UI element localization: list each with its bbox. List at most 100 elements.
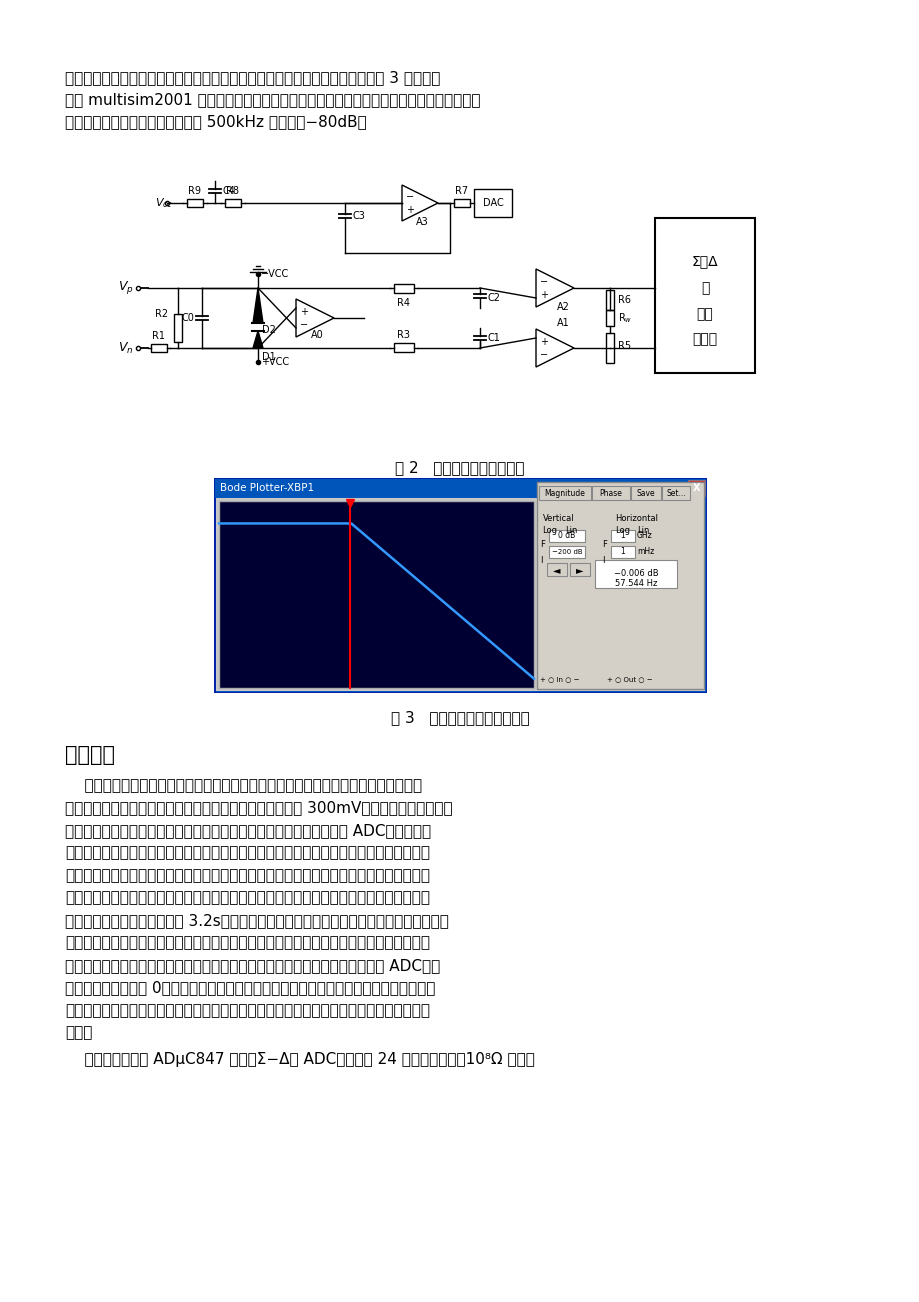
Text: +: + <box>539 337 548 348</box>
Text: I: I <box>539 556 542 565</box>
Text: GHz: GHz <box>636 531 652 540</box>
Text: X: X <box>693 483 700 493</box>
Text: R4: R4 <box>397 297 410 307</box>
Text: 57.544 Hz: 57.544 Hz <box>614 579 656 589</box>
Text: Log: Log <box>541 526 556 535</box>
Text: 本设计中利用了 ADμC847 中集成Σ−Δ型 ADC，它具有 24 位的高分辨率、10⁸Ω 的输入: 本设计中利用了 ADμC847 中集成Σ−Δ型 ADC，它具有 24 位的高分辨… <box>65 1052 534 1068</box>
Bar <box>549 530 584 542</box>
Text: Horizontal: Horizontal <box>615 514 658 523</box>
Text: +: + <box>539 290 548 299</box>
Text: 心电测量中，电极与人体皮肤表面接触形成的半电池会产生极化电压，它缓慢变化，: 心电测量中，电极与人体皮肤表面接触形成的半电池会产生极化电压，它缓慢变化， <box>65 779 422 793</box>
Bar <box>224 199 241 207</box>
Text: 理论上其共模增益为 0，即共模抑制比为无穷大。而采用了传统的前置放大电路后，由于将: 理论上其共模增益为 0，即共模抑制比为无穷大。而采用了传统的前置放大电路后，由于… <box>65 980 435 996</box>
Bar <box>610 546 634 559</box>
Text: A2: A2 <box>556 302 569 312</box>
Text: −: − <box>405 191 414 202</box>
Text: $V_n$: $V_n$ <box>118 340 133 355</box>
Text: F: F <box>601 540 607 549</box>
Bar <box>630 486 660 500</box>
Bar <box>570 562 589 575</box>
Text: −VCC: −VCC <box>261 270 289 279</box>
Bar <box>187 199 203 207</box>
Bar <box>216 497 704 691</box>
Bar <box>654 217 754 372</box>
Text: 双端信号转换成了单端信号，电路的共模抑制比下降了，而且还受到后级仪用放大器性能的: 双端信号转换成了单端信号，电路的共模抑制比下降了，而且还受到后级仪用放大器性能的 <box>65 1003 429 1018</box>
Text: 0 dB: 0 dB <box>558 531 575 540</box>
Bar <box>215 479 705 497</box>
Text: −: − <box>539 350 548 359</box>
Bar <box>662 486 689 500</box>
Polygon shape <box>253 288 263 323</box>
Bar <box>393 284 414 293</box>
Text: 1: 1 <box>620 548 625 556</box>
Text: R1: R1 <box>153 331 165 341</box>
Text: A0: A0 <box>311 329 323 340</box>
Text: R6: R6 <box>618 296 630 305</box>
Text: 模数: 模数 <box>696 307 712 322</box>
Text: Save: Save <box>636 488 654 497</box>
Bar <box>537 482 703 689</box>
Text: Set...: Set... <box>665 488 685 497</box>
Text: A1: A1 <box>556 318 569 328</box>
Text: R3: R3 <box>397 331 410 341</box>
Bar <box>473 189 512 217</box>
Text: Log: Log <box>614 526 630 535</box>
Polygon shape <box>253 331 263 348</box>
Text: ◄: ◄ <box>552 565 561 575</box>
Text: R5: R5 <box>618 341 630 352</box>
Text: R9: R9 <box>188 186 201 197</box>
Bar <box>549 546 584 559</box>
Text: $V_{cc}$: $V_{cc}$ <box>154 197 173 210</box>
Text: A3: A3 <box>415 217 428 227</box>
Bar <box>547 562 566 575</box>
Text: Phase: Phase <box>599 488 622 497</box>
Text: mHz: mHz <box>636 548 653 556</box>
Text: 的启停）或导联切换时，很容易会出现堵塞现象，这使得放大器需要很长时间才能使基线恢: 的启停）或导联切换时，很容易会出现堵塞现象，这使得放大器需要很长时间才能使基线恢 <box>65 936 429 950</box>
Text: C1: C1 <box>487 333 500 342</box>
Text: $V_p$: $V_p$ <box>118 280 133 297</box>
Text: R8: R8 <box>226 186 239 197</box>
Text: +: + <box>300 307 308 316</box>
Text: Vertical: Vertical <box>542 514 574 523</box>
Bar <box>219 501 533 687</box>
Bar <box>151 344 166 352</box>
Text: F: F <box>539 540 544 549</box>
Text: 止由于阻容元件的不匹配造成共模干扰转变为差模干扰，以提高共模抑制比。图 3 是用仿真: 止由于阻容元件的不匹配造成共模干扰转变为差模干扰，以提高共模抑制比。图 3 是用… <box>65 70 440 85</box>
Bar <box>606 290 613 310</box>
Text: Bode Plotter-XBP1: Bode Plotter-XBP1 <box>220 483 313 493</box>
Text: R$_w$: R$_w$ <box>618 311 631 326</box>
Bar <box>591 486 630 500</box>
Bar <box>610 530 634 542</box>
Text: 复到正常位置。另一方面，心电信号取自两个标准导联，如果以双端模式输入到 ADC，则: 复到正常位置。另一方面，心电信号取自两个标准导联，如果以双端模式输入到 ADC，… <box>65 958 440 973</box>
Text: −: − <box>539 277 548 286</box>
Text: + ○ Out ○ −: + ○ Out ○ − <box>607 676 652 682</box>
Text: 1: 1 <box>620 531 625 540</box>
Text: Σ－Δ: Σ－Δ <box>691 254 718 268</box>
Bar <box>606 333 613 363</box>
Text: 电容两端的电压不能发生突变，电流就会通过二极管和电阻对电容充电。国家标准中要求时: 电容两端的电压不能发生突变，电流就会通过二极管和电阻对电容充电。国家标准中要求时 <box>65 891 429 905</box>
Bar <box>606 310 613 326</box>
Text: −200 dB: −200 dB <box>551 549 582 555</box>
Text: C2: C2 <box>487 293 501 303</box>
Text: D1: D1 <box>262 352 276 362</box>
Text: 间常数电路的时间常数不小于 3.2s，所以当放大器的输入端受到瞬间大脉冲的干扰（如电刀: 间常数电路的时间常数不小于 3.2s，所以当放大器的输入端受到瞬间大脉冲的干扰（… <box>65 913 448 928</box>
Text: C0: C0 <box>181 312 194 323</box>
Text: 大器的饱和，采用了前置多级放大，并在中间加入了时间常数电路去除极化电压，继而对信: 大器的饱和，采用了前置多级放大，并在中间加入了时间常数电路去除极化电压，继而对信 <box>65 845 429 861</box>
Text: R7: R7 <box>455 186 468 197</box>
Text: 传统的心采集模块设计中，由于采用的往往是精度比较低的逐次逼近型 ADC，为避免放: 传统的心采集模块设计中，由于采用的往往是精度比较低的逐次逼近型 ADC，为避免放 <box>65 823 431 838</box>
Text: R2: R2 <box>154 309 168 319</box>
Text: C4: C4 <box>222 186 235 197</box>
Text: D2: D2 <box>262 326 276 335</box>
Text: DAC: DAC <box>482 198 503 208</box>
Text: 放大电路: 放大电路 <box>65 745 115 766</box>
Bar <box>174 314 182 342</box>
Bar <box>595 560 676 589</box>
Text: C3: C3 <box>353 211 366 221</box>
Bar <box>393 344 414 353</box>
Text: Lin: Lin <box>636 526 649 535</box>
Bar <box>453 199 470 207</box>
Text: 图 3   无源线性网络的幅频特性: 图 3 无源线性网络的幅频特性 <box>391 710 528 725</box>
Text: ►: ► <box>575 565 584 575</box>
Text: 而高频信号得到了很大的衰减，在 500kHz 可以达到−80dB。: 而高频信号得到了很大的衰减，在 500kHz 可以达到−80dB。 <box>65 115 367 129</box>
Bar <box>539 486 590 500</box>
